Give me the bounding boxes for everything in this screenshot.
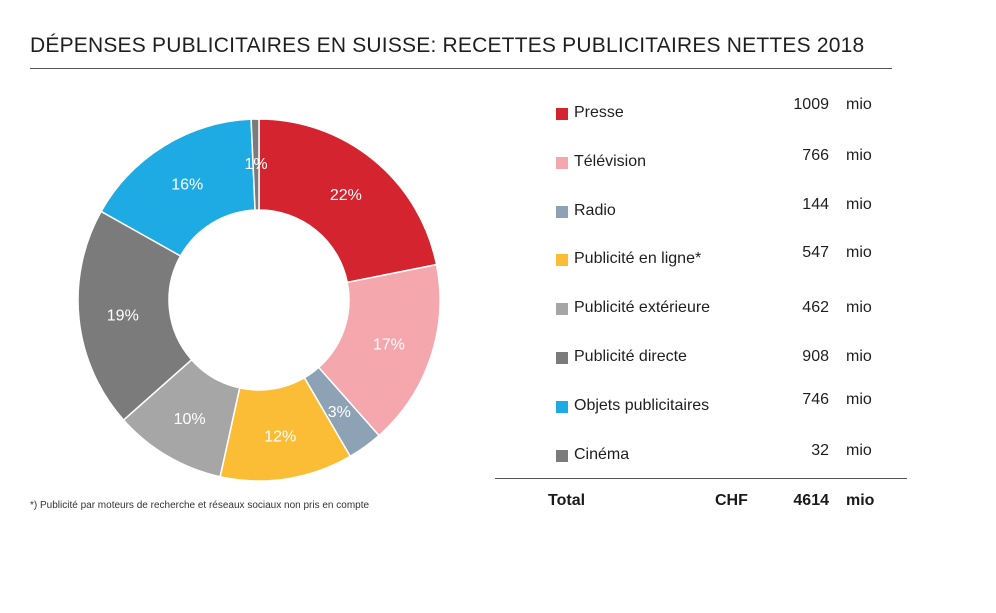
legend-label: Objets publicitaires — [574, 396, 710, 414]
slice-percent-label: 10% — [174, 411, 206, 428]
legend-item: Radio 144 mio — [556, 196, 886, 224]
legend-item: Cinéma 32 mio — [556, 441, 886, 468]
legend-value: 908 — [802, 348, 829, 365]
slice-percent-label: 22% — [330, 187, 362, 204]
donut-slice — [100, 118, 256, 257]
legend-unit: mio — [846, 96, 872, 113]
legend-swatch — [556, 205, 568, 218]
legend-label: Cinéma — [574, 445, 630, 463]
legend-swatch — [556, 254, 568, 267]
legend-value: 32 — [811, 441, 829, 459]
total-value: 4614 — [793, 492, 829, 509]
legend-value: 1009 — [793, 96, 829, 113]
legend-item: Publicité directe 908 mio — [556, 346, 886, 370]
slice-percent-label: 19% — [107, 308, 139, 325]
legend-value: 462 — [802, 299, 829, 317]
legend-unit: mio — [846, 348, 872, 365]
legend-unit: mio — [846, 390, 872, 408]
legend-unit: mio — [846, 299, 872, 317]
legend-swatch — [556, 108, 568, 120]
donut-slice — [250, 118, 260, 211]
legend-swatch — [556, 303, 568, 316]
legend-value: 746 — [802, 390, 829, 408]
legend-label: Publicité extérieure — [574, 299, 711, 317]
legend-swatch — [556, 352, 568, 364]
total-unit: mio — [846, 492, 875, 509]
legend-unit: mio — [846, 441, 872, 459]
donut-slice — [77, 210, 193, 422]
legend-swatch — [556, 400, 568, 413]
title-divider — [30, 68, 892, 69]
slice-percent-label: 3% — [328, 404, 351, 421]
slice-percent-label: 17% — [373, 337, 405, 354]
slice-percent-label: 1% — [244, 156, 267, 173]
legend-unit: mio — [846, 244, 872, 262]
legend-label: Radio — [574, 201, 616, 219]
legend-item: Presse 1009 mio — [556, 96, 886, 126]
legend-label: Presse — [574, 104, 624, 121]
legend-label: Publicité directe — [574, 348, 687, 365]
legend-value: 547 — [802, 244, 829, 262]
legend-unit: mio — [846, 195, 872, 213]
footnote: *) Publicité par moteurs de recherche et… — [30, 500, 370, 511]
legend-unit: mio — [846, 146, 872, 164]
legend-swatch — [556, 156, 568, 169]
legend-item: Télévision 766 mio — [556, 147, 886, 175]
slice-percent-label: 12% — [264, 428, 296, 445]
legend-swatch — [556, 449, 568, 462]
total-divider — [495, 478, 907, 479]
slice-percent-label: 16% — [171, 176, 203, 193]
donut-chart: 22% 17% 3% 12% 10% 19% 16% 1% — [77, 118, 441, 482]
total-currency: CHF — [715, 492, 748, 509]
legend-item: Objets publicitaires 746 mio — [556, 391, 886, 419]
legend-item: Publicité extérieure 462 mio — [556, 297, 886, 321]
legend-item: Publicité en ligne* 547 mio — [556, 244, 886, 272]
legend-value: 766 — [802, 146, 829, 164]
donut-slice — [258, 118, 438, 284]
legend-label: Télévision — [574, 152, 647, 170]
legend-label: Publicité en ligne* — [574, 250, 702, 268]
donut-slice — [317, 263, 441, 437]
legend-value: 144 — [802, 195, 829, 213]
chart-title: DÉPENSES PUBLICITAIRES EN SUISSE: RECETT… — [30, 34, 865, 57]
total-label: Total — [548, 492, 586, 509]
